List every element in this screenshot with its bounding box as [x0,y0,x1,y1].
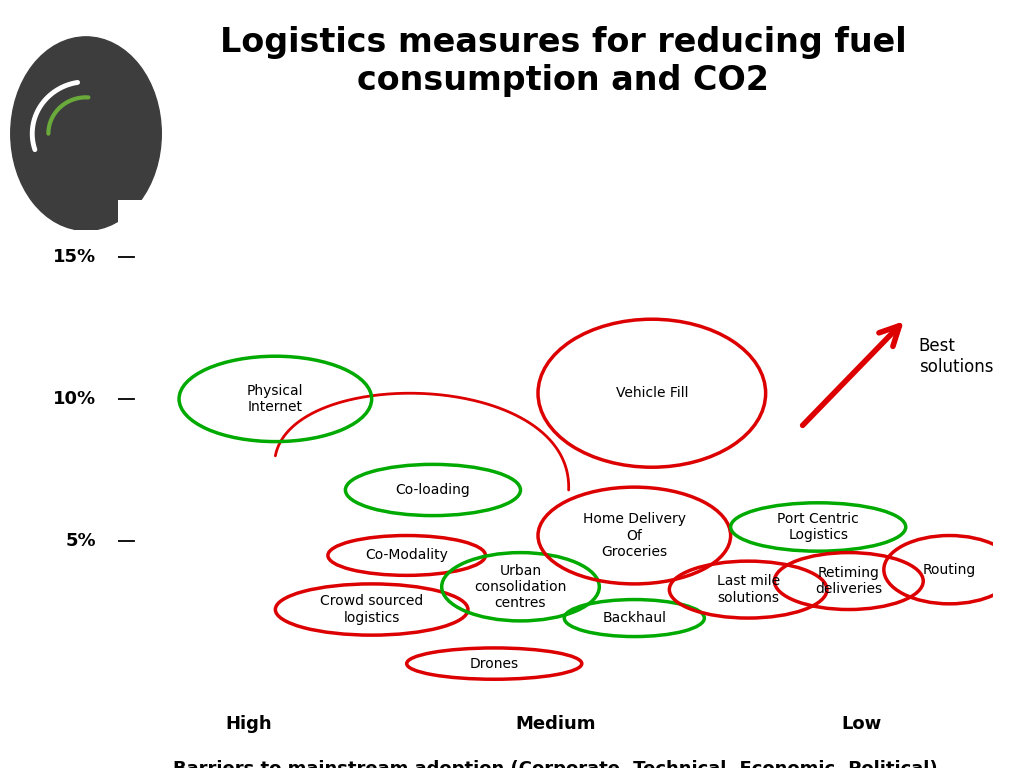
Text: Physical
Internet: Physical Internet [247,384,303,414]
Text: Port Centric
Logistics: Port Centric Logistics [777,512,859,542]
Text: Backhaul: Backhaul [602,611,667,625]
Text: Routing: Routing [923,563,976,577]
Text: Home Delivery
Of
Groceries: Home Delivery Of Groceries [583,512,686,559]
Text: Crowd sourced
logistics: Crowd sourced logistics [321,594,423,624]
Text: High: High [225,715,272,733]
Text: 15%: 15% [53,247,96,266]
Text: Vehicle Fill: Vehicle Fill [615,386,688,400]
Text: Logistics measures for reducing fuel
consumption and CO2: Logistics measures for reducing fuel con… [220,26,906,97]
Circle shape [10,37,161,230]
Text: Retiming
deliveries: Retiming deliveries [815,566,883,596]
Text: Urban
consolidation
centres: Urban consolidation centres [474,564,566,610]
Text: Co-loading: Co-loading [395,483,470,497]
Text: Co-Modality: Co-Modality [366,548,449,562]
Text: 5%: 5% [66,532,96,550]
Text: Last mile
solutions: Last mile solutions [717,574,779,604]
Text: Best
solutions: Best solutions [919,337,993,376]
Text: Drones: Drones [470,657,519,670]
Text: Low: Low [842,715,882,733]
Text: 10%: 10% [53,390,96,408]
Text: Medium: Medium [515,715,596,733]
Text: Barriers to mainstream adoption (Corporate, Technical, Economic, Political): Barriers to mainstream adoption (Corpora… [173,760,938,768]
